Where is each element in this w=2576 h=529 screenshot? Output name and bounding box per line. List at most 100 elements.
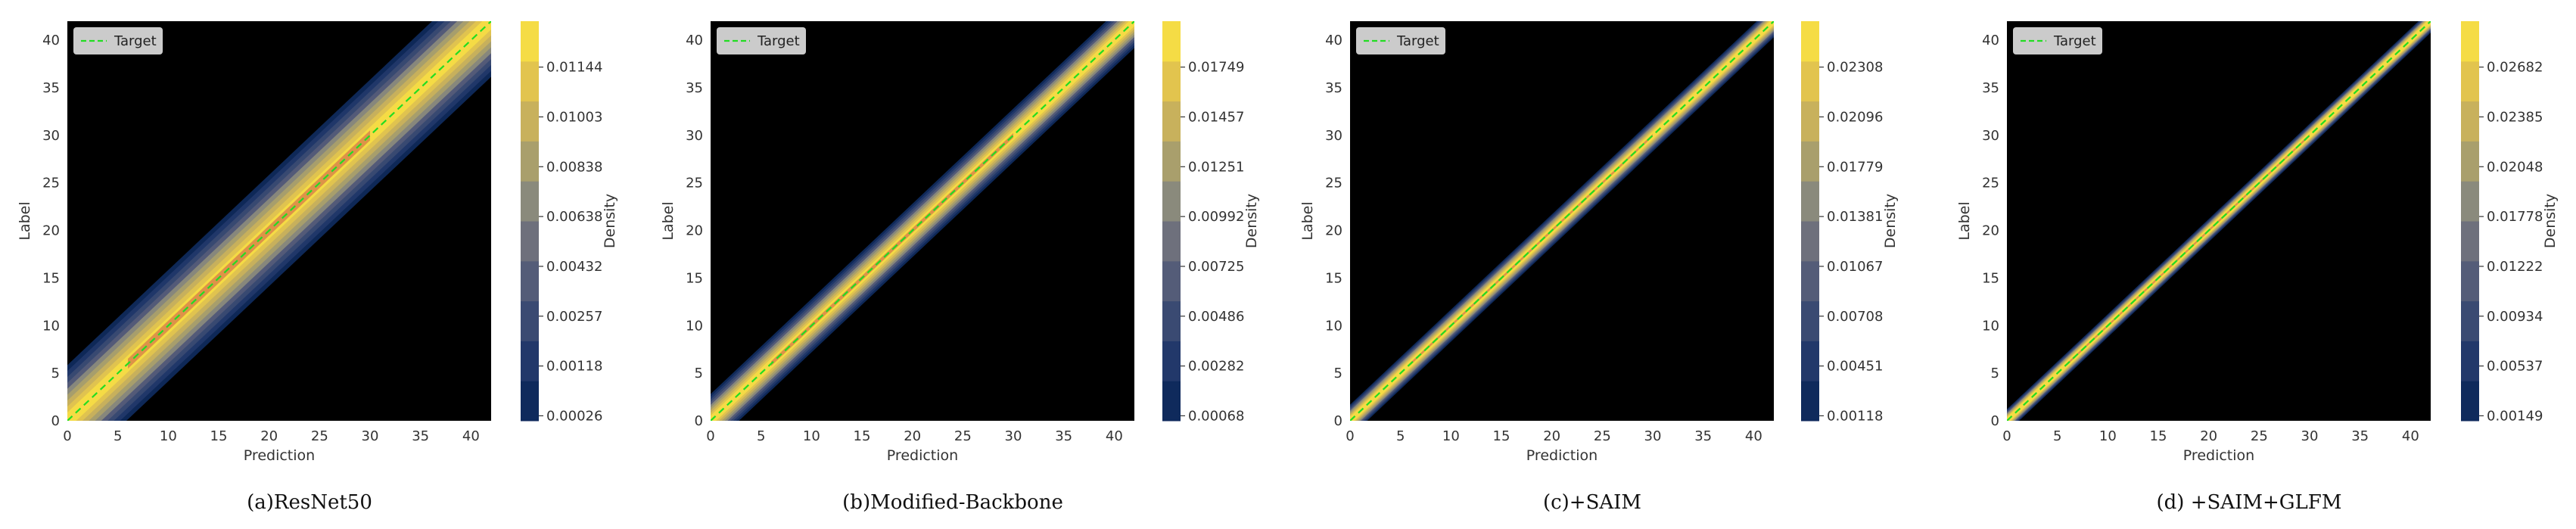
colorbar-segment [521,300,539,341]
y-tick-label: 10 [1982,318,1999,334]
legend-box [2013,27,2102,54]
legend-label: Target [757,33,800,49]
y-tick-label: 15 [1325,270,1342,286]
target-line [1350,21,1774,421]
panel-caption: (b)Modified-Backbone [842,491,1063,514]
y-axis-label: Label [660,201,677,240]
y-tick-label: 40 [1325,33,1342,48]
colorbar-tick-label: 0.00537 [2487,359,2543,375]
colorbar-segment [521,221,539,262]
x-tick-label: 5 [757,428,765,444]
x-tick-label: 15 [2150,428,2167,444]
y-tick-label: 30 [1982,128,1999,144]
colorbar-segment [1801,300,1819,341]
x-tick-label: 25 [2251,428,2268,444]
y-tick-label: 35 [686,80,703,96]
y-tick-label: 25 [1325,176,1342,191]
target-line [711,21,1134,421]
colorbar: 0.00068 0.00282 0.00486 0.00725 0.00992 0.012… [1162,21,1260,424]
colorbar-segment [521,181,539,222]
colorbar-segment [521,61,539,102]
x-tick-label: 25 [1594,428,1611,444]
colorbar-segment [2461,260,2479,302]
legend-label: Target [114,33,157,49]
x-tick-label: 5 [114,428,122,444]
colorbar-segment [1162,101,1181,142]
x-tick-label: 30 [1005,428,1022,444]
x-tick-label: 0 [1346,428,1354,444]
x-tick-label: 25 [311,428,328,444]
colorbar-segment [1801,260,1819,302]
chart-panel-3: Target 0 5 10 15 20 25 30 35 40 0 5 10 15 20 25 30 35 40 Pr… [1299,21,1899,514]
y-tick-label: 30 [1325,128,1342,144]
colorbar-segment [1801,221,1819,262]
y-tick-label: 40 [42,33,60,48]
target-line [67,21,491,421]
x-tick-label: 40 [1106,428,1123,444]
colorbar-segment [2461,181,2479,222]
y-tick-label: 15 [1982,270,1999,286]
y-tick-label: 0 [51,413,60,429]
colorbar-segment [1162,221,1181,262]
y-tick-label: 5 [1334,366,1342,381]
legend: Target [1356,27,1445,54]
x-axis-label: Prediction [2183,447,2254,464]
x-tick-label: 30 [362,428,379,444]
colorbar-tick-label: 0.02048 [2487,159,2543,175]
colorbar-tick-label: 0.01222 [2487,259,2543,275]
colorbar-tick-label: 0.01779 [1827,159,1883,175]
x-tick-label: 10 [803,428,820,444]
x-tick-label: 20 [904,428,921,444]
colorbar-tick-label: 0.02308 [1827,60,1883,76]
colorbar-segment [1801,141,1819,182]
legend-box [717,27,806,54]
colorbar-segment [2461,61,2479,102]
colorbar-tick-label: 0.01003 [546,109,602,125]
y-tick-label: 10 [42,318,60,334]
colorbar-segment [2461,300,2479,341]
y-tick-label: 0 [1991,413,1999,429]
y-tick-label: 20 [686,223,703,239]
y-tick-label: 40 [1982,33,1999,48]
y-tick-label: 35 [42,80,60,96]
colorbar-tick-label: 0.00432 [546,259,602,275]
colorbar-segment [1162,381,1181,422]
density-core [128,130,370,369]
x-axis-label: Prediction [887,447,958,464]
colorbar-segment [1162,61,1181,102]
y-tick-label: 15 [42,270,60,286]
colorbar-tick-label: 0.00725 [1188,259,1244,275]
colorbar: 0.00149 0.00537 0.00934 0.01222 0.01778 0.020… [2461,21,2559,424]
colorbar-label: Density [2542,194,2559,248]
target-line [2007,21,2431,421]
colorbar-segment [1162,181,1181,222]
y-tick-label: 0 [695,413,703,429]
x-axis-label: Prediction [244,447,315,464]
colorbar-tick-label: 0.00257 [546,309,602,325]
colorbar-segment [521,381,539,422]
colorbar-segment [521,21,539,62]
chart-panel-4: Target 0 5 10 15 20 25 30 35 40 0 5 10 15 20 25 30 35 40 Pr… [1956,21,2559,514]
y-tick-label: 35 [1325,80,1342,96]
colorbar-segment [2461,141,2479,182]
colorbar-segment [2461,381,2479,422]
panel-caption: (c)+SAIM [1543,491,1641,514]
x-tick-label: 15 [210,428,228,444]
x-tick-label: 20 [260,428,278,444]
y-tick-label: 30 [42,128,60,144]
x-tick-label: 40 [2402,428,2419,444]
legend-label: Target [1396,33,1439,49]
colorbar-tick-label: 0.00118 [546,359,602,375]
colorbar-tick-label: 0.01778 [2487,209,2543,225]
colorbar-tick-label: 0.00708 [1827,309,1883,325]
legend: Target [717,27,806,54]
y-tick-label: 25 [42,176,60,191]
x-tick-label: 20 [1543,428,1560,444]
colorbar-segment [521,141,539,182]
legend: Target [73,27,163,54]
colorbar: 0.00118 0.00451 0.00708 0.01067 0.01381 0.017… [1801,21,1899,424]
x-tick-label: 35 [1055,428,1072,444]
colorbar-segment [1162,341,1181,381]
colorbar-segment [2461,101,2479,142]
colorbar: 0.00026 0.00118 0.00257 0.00432 0.00638 0.008… [521,21,618,424]
